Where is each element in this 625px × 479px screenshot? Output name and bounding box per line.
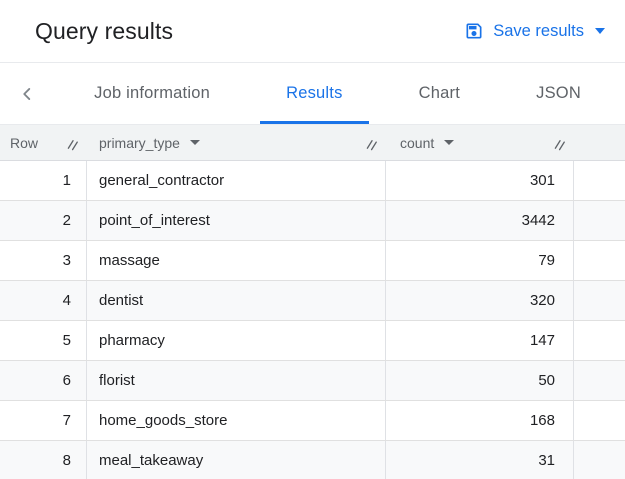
row-number-cell: 4: [0, 281, 87, 320]
save-results-button[interactable]: Save results: [460, 15, 609, 47]
table-row: 7 home_goods_store 168: [0, 401, 625, 441]
count-cell: 3442: [386, 201, 574, 240]
query-results-table: Row primary_type count: [0, 124, 625, 479]
column-header-count-label: count: [400, 134, 435, 151]
count-cell: 79: [386, 241, 574, 280]
spacer-cell: [574, 441, 625, 479]
table-header-row: Row primary_type count: [0, 124, 625, 161]
table-row: 3 massage 79: [0, 241, 625, 281]
tab-results[interactable]: Results: [260, 63, 369, 124]
tab-json[interactable]: JSON: [510, 63, 607, 124]
table-row: 2 point_of_interest 3442: [0, 201, 625, 241]
count-cell: 301: [386, 161, 574, 200]
row-number-cell: 5: [0, 321, 87, 360]
table-row: 4 dentist 320: [0, 281, 625, 321]
table-row: 6 florist 50: [0, 361, 625, 401]
primary-type-cell: dentist: [87, 281, 386, 320]
primary-type-sort-caret-icon[interactable]: [189, 140, 200, 145]
count-cell: 168: [386, 401, 574, 440]
primary-type-cell: massage: [87, 241, 386, 280]
count-sort-caret-icon[interactable]: [444, 140, 455, 145]
chevron-left-icon: [16, 83, 38, 105]
tab-chart[interactable]: Chart: [393, 63, 486, 124]
page-title: Query results: [35, 17, 174, 44]
spacer-cell: [574, 161, 625, 200]
column-header-count: count: [386, 125, 574, 160]
row-number-cell: 8: [0, 441, 87, 479]
spacer-cell: [574, 281, 625, 320]
save-results-label: Save results: [493, 21, 584, 40]
column-header-primary-type: primary_type: [87, 125, 386, 160]
column-header-row-label: Row: [10, 134, 39, 151]
count-cell: 50: [386, 361, 574, 400]
save-dropdown-caret-icon: [595, 28, 605, 34]
results-tab-bar: Job information Results Chart JSON: [0, 63, 625, 124]
table-row: 1 general_contractor 301: [0, 161, 625, 201]
table-body: 1 general_contractor 301 2 point_of_inte…: [0, 161, 625, 479]
column-header-row: Row: [0, 125, 87, 160]
spacer-cell: [574, 321, 625, 360]
primary-type-cell: home_goods_store: [87, 401, 386, 440]
primary-type-cell: meal_takeaway: [87, 441, 386, 479]
spacer-cell: [574, 361, 625, 400]
query-results-header: Query results Save results: [0, 0, 625, 63]
primary-type-cell: point_of_interest: [87, 201, 386, 240]
column-header-spacer: [574, 125, 625, 160]
column-resize-handle-icon[interactable]: [365, 137, 380, 152]
row-number-cell: 2: [0, 201, 87, 240]
row-number-cell: 1: [0, 161, 87, 200]
spacer-cell: [574, 401, 625, 440]
row-number-cell: 7: [0, 401, 87, 440]
table-row: 8 meal_takeaway 31: [0, 441, 625, 479]
spacer-cell: [574, 201, 625, 240]
row-number-cell: 6: [0, 361, 87, 400]
column-resize-handle-icon[interactable]: [553, 137, 568, 152]
count-cell: 320: [386, 281, 574, 320]
primary-type-cell: pharmacy: [87, 321, 386, 360]
column-resize-handle-icon[interactable]: [66, 137, 81, 152]
count-cell: 147: [386, 321, 574, 360]
table-row: 5 pharmacy 147: [0, 321, 625, 361]
save-icon: [464, 21, 484, 41]
tab-job-information[interactable]: Job information: [68, 63, 236, 124]
primary-type-cell: general_contractor: [87, 161, 386, 200]
row-number-cell: 3: [0, 241, 87, 280]
spacer-cell: [574, 241, 625, 280]
scroll-tabs-left-button[interactable]: [10, 79, 44, 109]
count-cell: 31: [386, 441, 574, 479]
column-header-primary-type-label: primary_type: [99, 134, 180, 151]
primary-type-cell: florist: [87, 361, 386, 400]
